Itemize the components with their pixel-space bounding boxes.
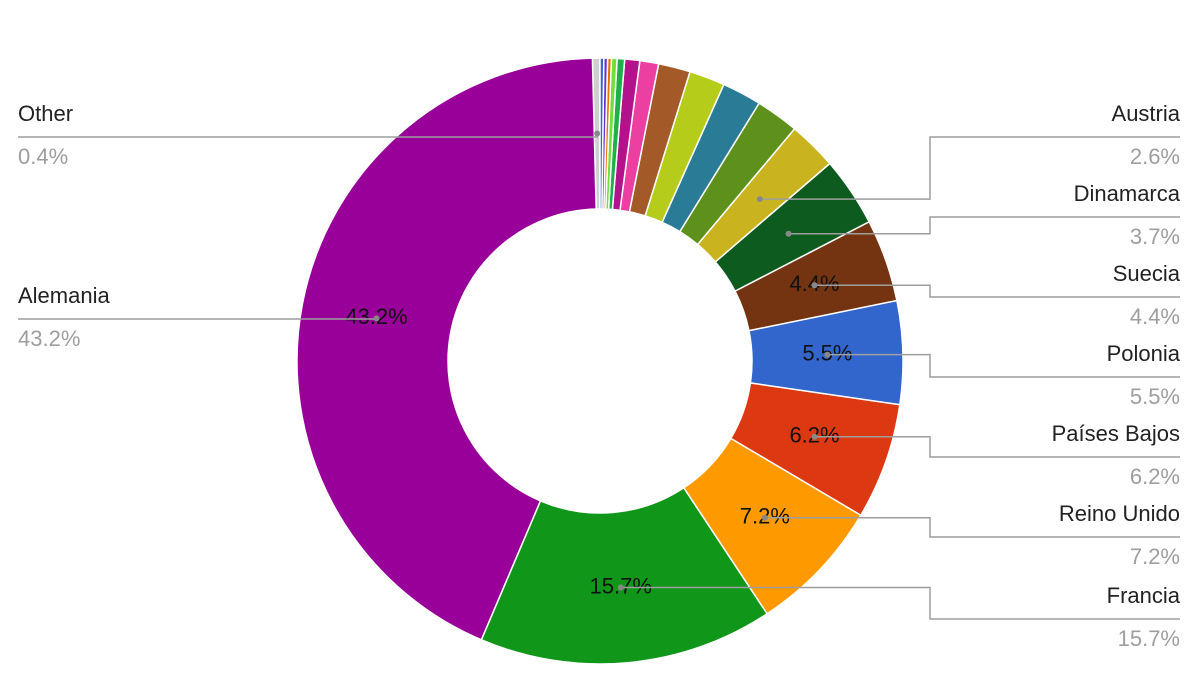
legend-name: Reino Unido bbox=[1059, 501, 1180, 526]
leader-dot bbox=[373, 315, 380, 322]
leader-line bbox=[18, 318, 378, 320]
legend-value: 5.5% bbox=[1130, 384, 1180, 409]
slice bbox=[599, 57, 605, 210]
leader-dot bbox=[617, 584, 624, 591]
leader-dot bbox=[811, 433, 818, 440]
legend-name: Suecia bbox=[1113, 261, 1181, 286]
slice bbox=[296, 57, 597, 641]
legend-name: Países Bajos bbox=[1052, 421, 1180, 446]
legend-name: Polonia bbox=[1107, 341, 1181, 366]
legend-name: Francia bbox=[1107, 583, 1181, 608]
leader-dot bbox=[811, 282, 818, 289]
leader-line bbox=[764, 517, 1180, 538]
leader-line bbox=[814, 435, 1180, 458]
legend-value: 15.7% bbox=[1118, 626, 1180, 651]
legend-value: 43.2% bbox=[18, 326, 80, 351]
leader-dot bbox=[785, 230, 792, 237]
leader-line bbox=[620, 586, 1180, 620]
slice bbox=[480, 486, 769, 665]
leader-dot bbox=[756, 196, 763, 203]
leader-line bbox=[759, 136, 1180, 200]
legend-name: Other bbox=[18, 101, 73, 126]
leader-dot bbox=[824, 351, 831, 358]
legend-value: 4.4% bbox=[1130, 304, 1180, 329]
legend-value: 6.2% bbox=[1130, 464, 1180, 489]
leader-line bbox=[814, 284, 1180, 298]
leader-dot bbox=[594, 130, 601, 137]
legend-name: Austria bbox=[1112, 101, 1181, 126]
legend-value: 2.6% bbox=[1130, 144, 1180, 169]
leader-line bbox=[788, 216, 1180, 235]
legend-value: 0.4% bbox=[18, 144, 68, 169]
leader-dot bbox=[761, 514, 768, 521]
legend-value: 3.7% bbox=[1130, 224, 1180, 249]
leader-line bbox=[827, 353, 1180, 378]
legend-value: 7.2% bbox=[1130, 544, 1180, 569]
legend-name: Dinamarca bbox=[1074, 181, 1181, 206]
legend-name: Alemania bbox=[18, 283, 110, 308]
